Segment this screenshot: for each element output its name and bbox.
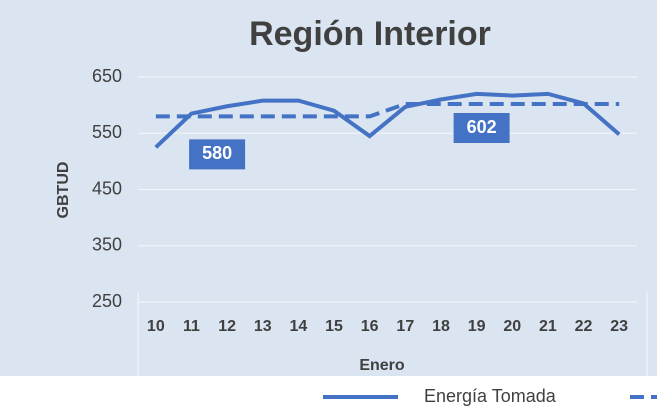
average-line	[155, 102, 620, 119]
x-tick-label: 21	[539, 318, 557, 335]
value-label-box	[453, 113, 510, 143]
x-tick-label: 17	[396, 318, 414, 335]
x-tick-label: 19	[468, 318, 486, 335]
x-axis-label: Enero	[359, 357, 405, 374]
y-tick-label: 250	[92, 291, 122, 311]
value-label-box	[189, 139, 246, 170]
x-tick-label: 11	[183, 318, 200, 335]
x-tick-label: 22	[575, 318, 593, 335]
y-tick-label: 350	[92, 235, 122, 255]
y-axis-label: GBTUD	[55, 162, 72, 219]
legend-label: Energía Tomada	[424, 386, 557, 406]
x-tick-label: 12	[218, 318, 236, 335]
x-tick-label: 23	[610, 318, 628, 335]
y-tick-label: 450	[92, 178, 122, 198]
value-label: 580	[202, 143, 232, 163]
x-tick-label: 20	[503, 318, 521, 335]
x-tick-label: 13	[254, 318, 272, 335]
value-label: 602	[467, 117, 497, 137]
x-tick-label: 14	[289, 318, 307, 335]
chart-background	[0, 0, 657, 376]
y-tick-label: 650	[92, 66, 122, 86]
x-tick-label: 15	[325, 318, 343, 335]
chart-title: Región Interior	[249, 15, 491, 53]
x-tick-label: 18	[432, 318, 450, 335]
x-tick-label: 10	[147, 318, 165, 335]
series-line	[154, 91, 621, 149]
x-tick-label: 16	[361, 318, 379, 335]
y-tick-label: 550	[92, 122, 122, 142]
